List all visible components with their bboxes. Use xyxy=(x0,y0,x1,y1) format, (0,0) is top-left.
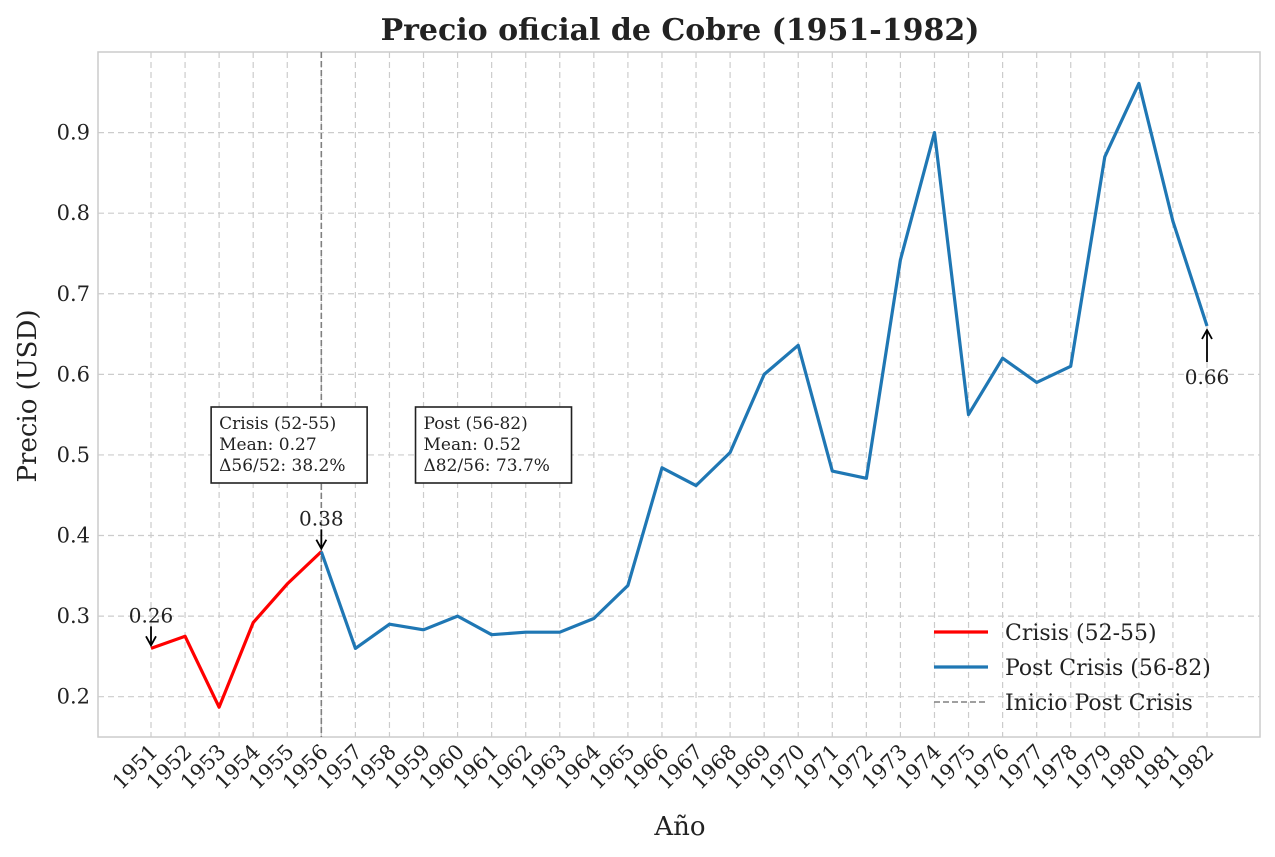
annotation-arrowhead xyxy=(315,539,328,551)
y-tick-label: 0.8 xyxy=(57,201,90,225)
annotations-group: 0.26 0.38 0.66 xyxy=(129,328,1230,648)
annotation-label: 0.38 xyxy=(299,507,344,531)
annotation-label: 0.26 xyxy=(129,603,174,627)
stat-box-line: Crisis (52-55) xyxy=(219,414,336,434)
stat-box-line: Δ82/56: 73.7% xyxy=(424,456,550,476)
y-tick-label: 0.9 xyxy=(57,121,90,145)
stat-box-line: Δ56/52: 38.2% xyxy=(219,456,345,476)
chart-title: Precio oficial de Cobre (1951-1982) xyxy=(381,13,980,48)
y-tick-label: 0.6 xyxy=(57,362,90,386)
stat-box xyxy=(210,406,368,484)
plot-frame xyxy=(97,51,1261,738)
series-line-post-crisis xyxy=(319,81,1209,651)
y-axis-label: Precio (USD) xyxy=(13,310,43,483)
grid xyxy=(98,52,1260,737)
annotation-arrowhead xyxy=(145,635,157,648)
annotation-label: 0.66 xyxy=(1185,365,1230,389)
legend-label: Inicio Post Crisis xyxy=(1005,691,1193,716)
y-tick-label: 0.4 xyxy=(57,524,90,548)
stat-box-line: Mean: 0.27 xyxy=(219,435,317,455)
series-line-crisis xyxy=(150,550,323,709)
y-tick-label: 0.2 xyxy=(57,685,90,709)
y-tick-label: 0.3 xyxy=(57,604,90,628)
y-tick-label: 0.7 xyxy=(57,282,90,306)
legend-label: Post Crisis (56-82) xyxy=(1005,656,1211,681)
x-axis-label: Año xyxy=(653,812,705,842)
stat-box xyxy=(414,406,573,484)
stat-box-line: Post (56-82) xyxy=(424,414,528,434)
legend-label: Crisis (52-55) xyxy=(1005,621,1157,646)
legend: Crisis (52-55) Post Crisis (56-82) Inicio … xyxy=(934,621,1211,716)
y-tick-label: 0.5 xyxy=(57,443,90,467)
stat-box-line: Mean: 0.52 xyxy=(424,435,522,455)
annotation-arrowhead xyxy=(1201,328,1213,340)
series-group xyxy=(150,81,1209,709)
